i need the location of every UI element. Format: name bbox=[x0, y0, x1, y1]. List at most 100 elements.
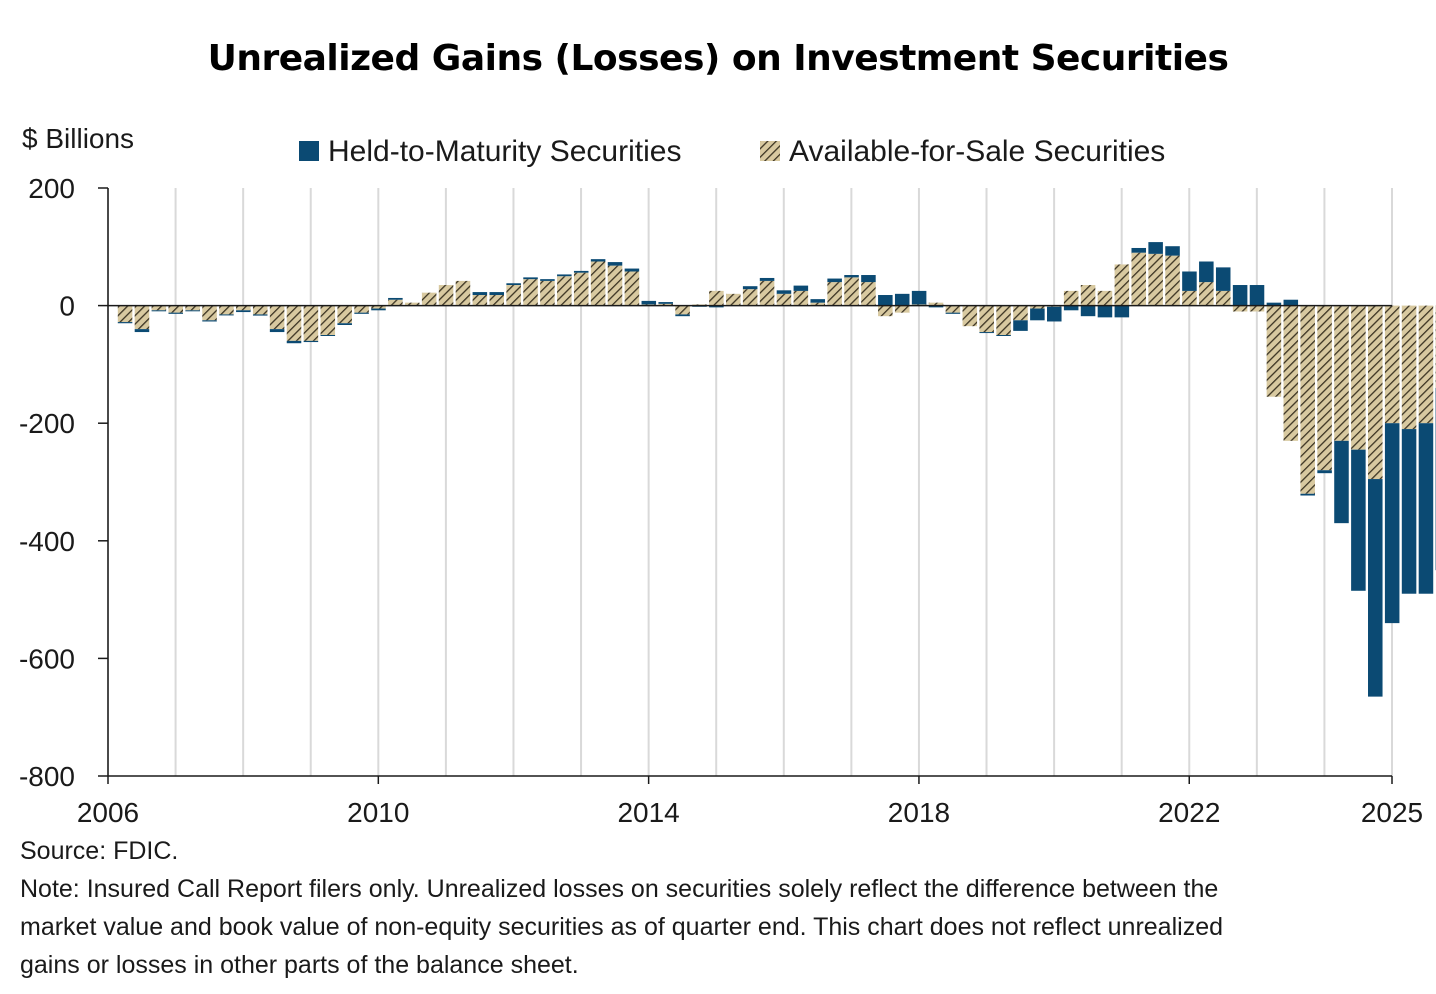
htm-bar bbox=[252, 314, 268, 316]
afs-bar bbox=[1232, 305, 1248, 312]
htm-bar bbox=[1063, 305, 1079, 311]
afs-bar bbox=[810, 302, 826, 306]
htm-bar bbox=[1148, 242, 1163, 254]
htm-bar bbox=[742, 286, 758, 290]
htm-bar bbox=[827, 278, 842, 283]
htm-bar bbox=[1030, 308, 1045, 321]
afs-bar bbox=[455, 280, 471, 306]
afs-bar bbox=[405, 302, 420, 306]
afs-bar bbox=[1266, 305, 1282, 397]
htm-bar bbox=[1384, 423, 1400, 624]
x-tick-label: 2025 bbox=[1361, 797, 1423, 828]
htm-bar bbox=[523, 277, 538, 280]
htm-bar bbox=[134, 329, 150, 333]
afs-bar bbox=[607, 265, 623, 306]
htm-bar bbox=[1418, 423, 1434, 594]
htm-bar bbox=[709, 305, 724, 308]
htm-bar bbox=[793, 285, 809, 291]
afs-bar bbox=[540, 280, 555, 306]
afs-bar bbox=[269, 305, 285, 330]
afs-bar bbox=[996, 305, 1011, 335]
afs-bar bbox=[236, 305, 251, 311]
htm-bar bbox=[1300, 493, 1315, 496]
afs-bar bbox=[523, 279, 538, 306]
afs-bar bbox=[861, 282, 876, 306]
chart-title: Unrealized Gains (Losses) on Investment … bbox=[207, 38, 1229, 79]
legend-label-afs: Available-for-Sale Securities bbox=[789, 135, 1165, 168]
note-line-1: Note: Insured Call Report filers only. U… bbox=[20, 875, 1219, 903]
afs-bar bbox=[658, 303, 673, 306]
afs-bar bbox=[573, 272, 589, 306]
htm-bar bbox=[219, 314, 234, 316]
htm-bar bbox=[1368, 479, 1383, 697]
htm-bar bbox=[945, 312, 961, 314]
afs-bar bbox=[759, 280, 775, 306]
htm-bar bbox=[590, 259, 606, 262]
afs-bar bbox=[303, 305, 319, 341]
afs-bar bbox=[506, 285, 521, 306]
afs-bar bbox=[252, 305, 268, 315]
htm-bar bbox=[540, 279, 555, 281]
afs-bar bbox=[1351, 305, 1366, 450]
afs-bar bbox=[151, 305, 167, 311]
afs-bar bbox=[557, 276, 572, 306]
afs-bar bbox=[354, 305, 369, 313]
afs-bar bbox=[1063, 290, 1079, 306]
htm-bar bbox=[1080, 305, 1096, 317]
htm-bar bbox=[996, 335, 1011, 336]
htm-bar bbox=[1317, 470, 1332, 474]
afs-bar bbox=[1097, 290, 1113, 306]
htm-bar bbox=[202, 320, 217, 322]
afs-bar bbox=[590, 261, 606, 306]
afs-bar bbox=[421, 292, 437, 306]
y-tick-label: 0 bbox=[59, 291, 75, 322]
source-line: Source: FDIC. bbox=[20, 837, 179, 865]
legend-label-htm: Held-to-Maturity Securities bbox=[328, 135, 681, 168]
afs-bar bbox=[489, 295, 505, 306]
afs-bar bbox=[371, 305, 386, 309]
htm-bar bbox=[388, 297, 403, 300]
afs-bar bbox=[962, 305, 978, 327]
y-axis-title: $ Billions bbox=[22, 123, 134, 154]
afs-bar bbox=[878, 305, 893, 317]
htm-bar bbox=[928, 305, 944, 308]
y-tick-label: -200 bbox=[19, 408, 75, 439]
htm-bar bbox=[117, 322, 133, 324]
x-tick-label: 2006 bbox=[77, 797, 139, 828]
afs-bar bbox=[472, 295, 488, 306]
htm-bar bbox=[878, 295, 893, 306]
htm-bar bbox=[168, 312, 184, 314]
afs-bar bbox=[1300, 305, 1315, 494]
afs-bar bbox=[1114, 264, 1130, 306]
htm-bar bbox=[861, 275, 876, 283]
htm-bar bbox=[607, 262, 623, 266]
afs-bar bbox=[286, 305, 302, 341]
afs-bar bbox=[1215, 290, 1231, 306]
afs-bar bbox=[742, 289, 758, 306]
afs-bar bbox=[1384, 305, 1400, 424]
afs-bar bbox=[709, 290, 724, 306]
htm-bar bbox=[675, 314, 690, 317]
htm-bar bbox=[354, 312, 369, 314]
htm-bar bbox=[1232, 285, 1248, 306]
afs-bar bbox=[168, 305, 184, 313]
x-tick-label: 2018 bbox=[888, 797, 950, 828]
afs-bar bbox=[894, 305, 910, 313]
afs-bar bbox=[185, 305, 200, 311]
htm-bar bbox=[185, 310, 200, 312]
htm-bar bbox=[624, 268, 640, 272]
htm-bar bbox=[641, 300, 657, 305]
x-tick-label: 2022 bbox=[1158, 797, 1220, 828]
afs-bar bbox=[827, 282, 842, 306]
afs-bar bbox=[337, 305, 352, 324]
htm-bar bbox=[1097, 305, 1113, 318]
htm-bar bbox=[489, 292, 505, 296]
legend-swatch-afs bbox=[760, 141, 780, 161]
legend-swatch-htm bbox=[299, 141, 319, 161]
htm-bar bbox=[759, 277, 775, 281]
htm-bar bbox=[1182, 271, 1197, 291]
afs-bar bbox=[928, 302, 944, 306]
htm-bar bbox=[1131, 247, 1147, 253]
afs-bar bbox=[1182, 290, 1197, 306]
